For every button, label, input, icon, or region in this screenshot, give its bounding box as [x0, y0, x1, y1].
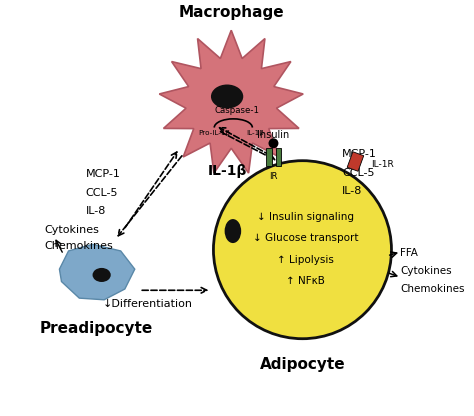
Polygon shape [159, 30, 303, 173]
Text: Caspase-1: Caspase-1 [215, 106, 260, 115]
Text: Chemokines: Chemokines [400, 285, 465, 295]
Polygon shape [59, 244, 135, 300]
Text: ↓ Glucose transport: ↓ Glucose transport [253, 233, 358, 243]
Polygon shape [347, 152, 364, 171]
Text: IL-1R: IL-1R [371, 160, 394, 169]
Ellipse shape [92, 268, 111, 282]
Text: IL-1β: IL-1β [246, 130, 264, 136]
Text: ↓ Insulin signaling: ↓ Insulin signaling [257, 212, 354, 222]
Polygon shape [275, 148, 282, 166]
Text: Cytokines: Cytokines [400, 266, 452, 276]
Text: ↑ Lipolysis: ↑ Lipolysis [277, 255, 334, 265]
Ellipse shape [225, 219, 241, 243]
Text: Pro-IL-1β: Pro-IL-1β [198, 130, 230, 136]
Text: IR: IR [269, 172, 278, 181]
Text: ↑ NFκB: ↑ NFκB [286, 276, 325, 286]
Text: FFA: FFA [400, 248, 418, 258]
Text: IL-8: IL-8 [85, 206, 106, 216]
Text: Chemokines: Chemokines [44, 241, 113, 251]
Ellipse shape [211, 84, 243, 109]
Text: IL-1β: IL-1β [208, 164, 247, 178]
Circle shape [213, 161, 392, 339]
Text: MCP-1: MCP-1 [342, 149, 377, 159]
Text: Macrophage: Macrophage [178, 5, 284, 20]
Circle shape [268, 139, 278, 148]
Text: CCL-5: CCL-5 [342, 168, 375, 178]
Polygon shape [266, 148, 272, 166]
Text: Adipocyte: Adipocyte [260, 357, 345, 371]
Text: ↓Differentiation: ↓Differentiation [102, 300, 192, 310]
Text: Cytokines: Cytokines [44, 225, 99, 235]
Text: CCL-5: CCL-5 [85, 188, 118, 198]
Text: Preadipocyte: Preadipocyte [40, 321, 153, 336]
Text: Insulin: Insulin [257, 130, 290, 140]
Text: IL-8: IL-8 [342, 186, 363, 196]
Text: MCP-1: MCP-1 [85, 169, 120, 179]
